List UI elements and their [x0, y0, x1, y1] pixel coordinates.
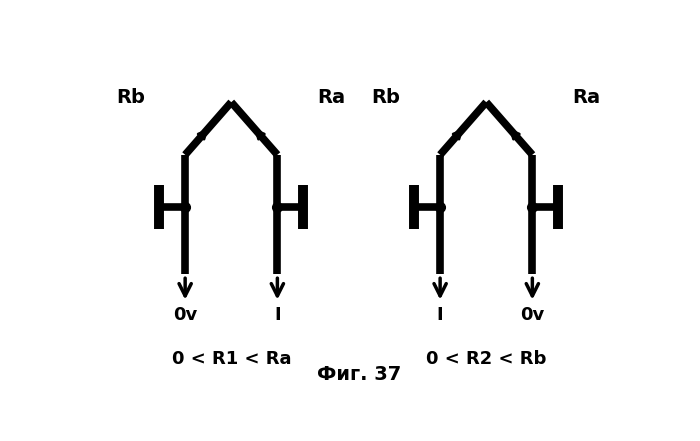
- Text: Rb: Rb: [372, 88, 400, 107]
- Text: 0 < R2 < Rb: 0 < R2 < Rb: [426, 350, 547, 367]
- Text: 0v: 0v: [520, 306, 545, 324]
- Text: Ra: Ra: [318, 88, 346, 107]
- Text: 0 < R1 < Ra: 0 < R1 < Ra: [172, 350, 291, 367]
- Text: I: I: [274, 306, 281, 324]
- Text: Фиг. 37: Фиг. 37: [316, 365, 401, 384]
- Text: Ra: Ra: [573, 88, 601, 107]
- Text: Rb: Rb: [116, 88, 146, 107]
- Text: I: I: [437, 306, 443, 324]
- Text: 0v: 0v: [173, 306, 197, 324]
